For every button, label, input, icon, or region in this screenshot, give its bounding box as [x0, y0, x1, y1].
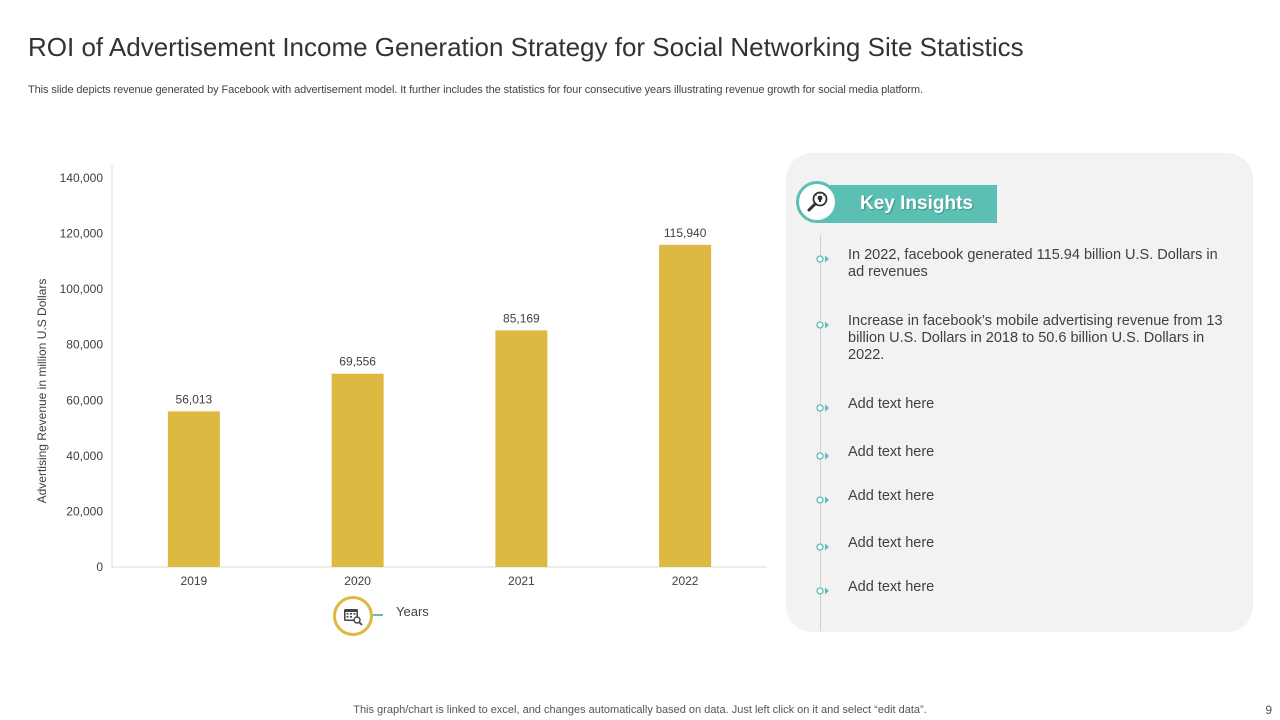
ring-arrow-bullet-icon — [816, 583, 830, 595]
ring-arrow-bullet-icon — [816, 448, 830, 460]
insight-item: In 2022, facebook generated 115.94 billi… — [848, 247, 1218, 280]
insight-item: Add text here — [848, 488, 935, 504]
bar-2021 — [495, 330, 548, 567]
key-insights-panel: Key Insights In 2022, facebook generated… — [786, 153, 1253, 632]
key-insights-banner: Key Insights — [816, 185, 997, 223]
key-insights-heading: Key Insights — [860, 193, 973, 214]
bar-2022 — [659, 244, 712, 568]
bar-2019 — [167, 411, 220, 567]
ring-arrow-bullet-icon — [816, 400, 830, 412]
insight-item: Add text here — [848, 396, 935, 412]
slide-subtitle: This slide depicts revenue generated by … — [28, 84, 923, 96]
data-label-2019: 56,013 — [176, 392, 213, 406]
data-label-2020: 69,556 — [339, 355, 376, 369]
x-tick-label: 2020 — [344, 574, 371, 588]
x-tick-label: 2022 — [672, 574, 699, 588]
y-tick-label: 0 — [96, 560, 103, 574]
y-tick-label: 20,000 — [66, 504, 103, 518]
ring-arrow-bullet-icon — [816, 317, 830, 329]
ring-arrow-bullet-icon — [816, 492, 830, 504]
y-tick-label: 60,000 — [66, 393, 103, 407]
x-tick-label: 2021 — [508, 574, 535, 588]
chart-y-axis-label: Advertising Revenue in million U.S Dolla… — [35, 278, 49, 504]
slide-footer-note: This graph/chart is linked to excel, and… — [353, 704, 927, 716]
ring-arrow-bullet-icon — [816, 251, 830, 263]
bar-2020 — [331, 373, 384, 567]
insight-item: Add text here — [848, 444, 935, 460]
years-connector — [373, 614, 383, 616]
y-tick-label: 140,000 — [60, 171, 104, 185]
page-number: 9 — [1265, 703, 1272, 717]
y-tick-label: 80,000 — [66, 338, 103, 352]
data-label-2022: 115,940 — [664, 226, 707, 240]
chart-x-axis-label: Years — [396, 604, 429, 619]
insight-item: Increase in facebook’s mobile advertisin… — [848, 313, 1223, 363]
y-tick-label: 120,000 — [60, 227, 104, 241]
insights-timeline-line — [820, 235, 821, 631]
x-tick-label: 2019 — [181, 574, 208, 588]
magnifier-bulb-icon — [796, 181, 838, 223]
y-tick-label: 100,000 — [60, 282, 104, 296]
insight-item: Add text here — [848, 535, 935, 551]
slide-title: ROI of Advertisement Income Generation S… — [28, 32, 1024, 62]
ring-arrow-bullet-icon — [816, 539, 830, 551]
y-tick-label: 40,000 — [66, 449, 103, 463]
calendar-search-icon — [333, 596, 373, 636]
insight-item: Add text here — [848, 579, 935, 595]
bar-chart: 0 20,000 40,000 60,000 80,000 100,000 120,000 1… — [60, 165, 767, 588]
data-label-2021: 85,169 — [503, 311, 540, 325]
